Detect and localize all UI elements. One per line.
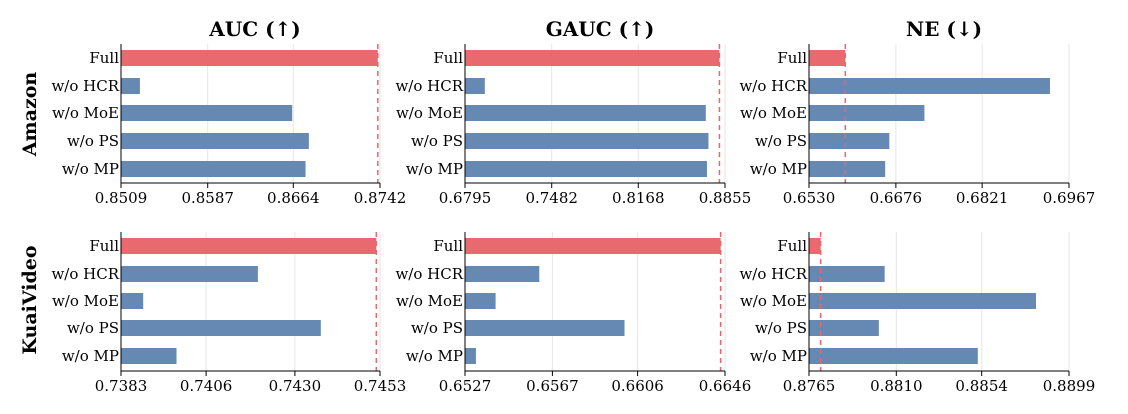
bar-full: [809, 50, 846, 66]
col-title-auc: AUC (↑): [208, 17, 301, 41]
bar-full: [809, 238, 821, 254]
row-labels: Amazon KuaiVideo: [19, 72, 41, 355]
bar-full: [121, 238, 377, 254]
bar-w-o-mp: [121, 348, 177, 364]
bar-w-o-hcr: [121, 78, 140, 94]
x-tick-label: 0.8810: [870, 377, 923, 395]
column-titles: AUC (↑) GAUC (↑) NE (↓): [208, 17, 982, 41]
category-label: w/o PS: [755, 319, 807, 337]
panel-amazon-ne: Full w/o HCR w/o MoE w/o PS w/o MP 0.6530 0.66…: [739, 44, 1095, 207]
x-tick-label: 0.6821: [956, 189, 1009, 207]
panel-kuaivideo-auc: Full w/o HCR w/o MoE w/o PS w/o MP 0.7383 0.74…: [51, 232, 406, 395]
bar-w-o-hcr: [465, 266, 540, 282]
category-label: w/o MoE: [52, 104, 119, 122]
bar-w-o-ps: [121, 133, 309, 149]
category-label: w/o PS: [411, 132, 463, 150]
x-tick-label: 0.7406: [180, 377, 233, 395]
category-label: w/o HCR: [51, 77, 119, 95]
bar-w-o-mp: [121, 161, 306, 177]
category-label: w/o PS: [411, 319, 463, 337]
panel-kuaivideo-gauc: Full w/o HCR w/o MoE w/o PS w/o MP 0.6527 0.65…: [395, 232, 751, 395]
category-label: w/o HCR: [51, 265, 119, 283]
bar-full: [465, 50, 720, 66]
x-tick-label: 0.8742: [354, 189, 407, 207]
x-tick-label: 0.7453: [354, 377, 407, 395]
panel-kuaivideo-ne: Full w/o HCR w/o MoE w/o PS w/o MP 0.8765 0.88…: [739, 232, 1095, 395]
x-tick-label: 0.7482: [525, 189, 578, 207]
x-tick-label: 0.6527: [439, 377, 492, 395]
category-label: Full: [433, 49, 463, 67]
bar-w-o-hcr: [809, 266, 885, 282]
bar-w-o-hcr: [121, 266, 258, 282]
category-label: w/o HCR: [739, 77, 807, 95]
bar-w-o-ps: [465, 320, 625, 336]
bar-w-o-mp: [809, 161, 886, 177]
category-label: w/o PS: [755, 132, 807, 150]
category-label: Full: [89, 237, 119, 255]
category-label: Full: [433, 237, 463, 255]
category-label: w/o MoE: [740, 292, 807, 310]
category-label: w/o MP: [406, 160, 463, 178]
bar-w-o-ps: [809, 133, 890, 149]
bar-w-o-hcr: [809, 78, 1050, 94]
bar-w-o-hcr: [465, 78, 485, 94]
bar-full: [465, 238, 721, 254]
row-label-amazon: Amazon: [19, 72, 41, 158]
category-label: w/o MoE: [396, 292, 463, 310]
category-label: w/o MP: [62, 347, 119, 365]
x-tick-label: 0.8855: [699, 189, 752, 207]
category-label: w/o MP: [750, 160, 807, 178]
category-label: Full: [777, 49, 807, 67]
bar-full: [121, 50, 378, 66]
bar-w-o-ps: [809, 320, 879, 336]
category-label: w/o MoE: [396, 104, 463, 122]
x-tick-label: 0.6795: [439, 189, 492, 207]
panel-amazon-auc: Full w/o HCR w/o MoE w/o PS w/o MP 0.8509 0.85…: [51, 44, 406, 207]
bar-w-o-moe: [465, 105, 706, 121]
x-tick-label: 0.8899: [1043, 377, 1096, 395]
category-label: w/o HCR: [739, 265, 807, 283]
bar-w-o-moe: [121, 105, 293, 121]
col-title-ne: NE (↓): [906, 17, 982, 41]
x-tick-label: 0.8765: [783, 377, 836, 395]
x-tick-label: 0.6530: [783, 189, 836, 207]
bar-w-o-mp: [809, 348, 978, 364]
category-label: w/o PS: [67, 132, 119, 150]
x-tick-label: 0.8168: [612, 189, 665, 207]
category-label: w/o HCR: [395, 77, 463, 95]
panel-amazon-gauc: Full w/o HCR w/o MoE w/o PS w/o MP 0.6795 0.74…: [395, 44, 751, 207]
category-label: w/o MP: [62, 160, 119, 178]
bar-w-o-mp: [465, 348, 476, 364]
x-tick-label: 0.8664: [267, 189, 320, 207]
chart-panels: Full w/o HCR w/o MoE w/o PS w/o MP 0.8509 0.85…: [51, 44, 1095, 395]
category-label: w/o HCR: [395, 265, 463, 283]
bar-w-o-moe: [809, 293, 1037, 309]
x-tick-label: 0.6676: [870, 189, 923, 207]
bar-w-o-moe: [809, 105, 925, 121]
category-label: w/o PS: [67, 319, 119, 337]
bar-w-o-ps: [121, 320, 321, 336]
category-label: w/o MoE: [52, 292, 119, 310]
col-title-gauc: GAUC (↑): [546, 17, 655, 41]
x-tick-label: 0.7383: [95, 377, 148, 395]
x-tick-label: 0.8854: [955, 377, 1008, 395]
x-tick-label: 0.6567: [526, 377, 579, 395]
category-label: w/o MP: [406, 347, 463, 365]
row-label-kuaivideo: KuaiVideo: [19, 245, 41, 354]
category-label: Full: [89, 49, 119, 67]
x-tick-label: 0.6606: [611, 377, 664, 395]
x-tick-label: 0.6967: [1043, 189, 1096, 207]
category-label: w/o MP: [750, 347, 807, 365]
x-tick-label: 0.6646: [699, 377, 752, 395]
x-tick-label: 0.8587: [181, 189, 234, 207]
x-tick-label: 0.8509: [95, 189, 148, 207]
bar-w-o-ps: [465, 133, 709, 149]
bar-w-o-mp: [465, 161, 707, 177]
bar-w-o-moe: [465, 293, 496, 309]
category-label: w/o MoE: [740, 104, 807, 122]
x-tick-label: 0.7430: [269, 377, 322, 395]
bar-w-o-moe: [121, 293, 144, 309]
category-label: Full: [777, 237, 807, 255]
